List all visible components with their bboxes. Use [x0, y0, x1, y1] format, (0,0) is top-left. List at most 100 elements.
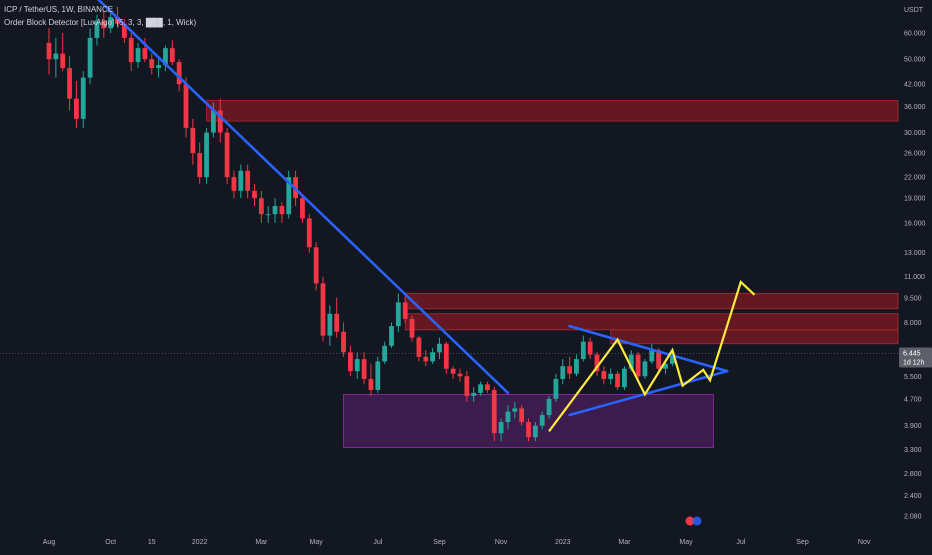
candle [60, 33, 66, 72]
candle [457, 368, 463, 382]
candle-body [327, 313, 333, 336]
x-tick-label: 2023 [555, 539, 571, 546]
candle [163, 45, 168, 72]
candle [389, 322, 394, 348]
candle [272, 198, 278, 223]
y-tick-label: 50.000 [904, 57, 926, 64]
candle-body [169, 48, 175, 63]
candle [265, 205, 271, 223]
y-tick-label: 19.000 [904, 196, 926, 203]
candle [300, 194, 305, 223]
y-tick-label: 30.000 [904, 130, 926, 137]
candle-body [197, 153, 203, 178]
candle-body [409, 318, 415, 338]
y-tick-label: 2.800 [904, 471, 922, 478]
candle-body [80, 77, 86, 119]
x-tick-label: 2022 [192, 539, 208, 546]
candle-body [204, 132, 209, 178]
candle-body [258, 198, 264, 215]
candle-body [498, 422, 504, 434]
candle-body [135, 48, 141, 63]
candle [409, 315, 415, 342]
y-tick-label: 42.000 [904, 82, 926, 89]
y-tick-label: 3.300 [904, 447, 922, 454]
candle [437, 337, 442, 360]
candle [306, 214, 312, 253]
candle [580, 335, 586, 362]
candle [334, 297, 340, 338]
candle [622, 366, 627, 390]
candle [354, 352, 360, 379]
candle-body [341, 331, 346, 353]
candle-body [615, 373, 620, 388]
candle [395, 293, 401, 332]
x-tick-label: Mar [618, 539, 631, 546]
candle [231, 170, 237, 199]
candle-body [587, 341, 593, 355]
x-tick-label: Jul [373, 539, 382, 546]
order-block-bearish [610, 329, 899, 345]
event-marker-icon [685, 516, 695, 526]
candle [176, 59, 182, 92]
candle-body [60, 53, 66, 69]
candle [142, 37, 148, 63]
y-tick-label: 11.000 [904, 274, 925, 281]
candle [217, 98, 223, 143]
candle [279, 202, 285, 223]
y-tick-label: 5.500 [904, 374, 922, 381]
candle [478, 381, 483, 396]
candle-body [464, 376, 470, 396]
y-tick-label: 26.000 [904, 151, 926, 158]
candle-body [176, 62, 182, 85]
candle-body [128, 37, 134, 63]
candle [471, 387, 477, 402]
candle [601, 366, 607, 385]
candle-body [622, 368, 627, 388]
candle-body [512, 408, 518, 412]
candle [252, 183, 257, 206]
candle-body [265, 214, 271, 216]
candle-body [608, 373, 614, 379]
candle-body [532, 425, 538, 438]
candle-body [306, 218, 312, 248]
candle-body [361, 359, 367, 379]
candle-body [437, 343, 442, 353]
candle [135, 42, 141, 69]
candle [498, 418, 504, 442]
candle [594, 352, 600, 377]
order-block-bearish [206, 100, 899, 122]
candle-body [238, 170, 244, 191]
candle [286, 170, 292, 219]
candle-body [635, 354, 641, 377]
candle-body [334, 313, 340, 332]
candle [74, 80, 79, 128]
candle [491, 387, 497, 442]
candle-body [279, 205, 285, 215]
candle [348, 345, 353, 377]
trendline-triangle-upper [568, 324, 729, 373]
candle [224, 127, 230, 184]
y-tick-label: 2.400 [904, 493, 922, 500]
bar-countdown: 1d 12h [903, 360, 925, 367]
candle [53, 37, 59, 78]
candle [464, 371, 470, 402]
x-tick-label: Jul [736, 539, 745, 546]
candle [539, 411, 545, 430]
candle-body [402, 302, 408, 319]
candle [615, 371, 620, 390]
candle-body [395, 302, 401, 327]
candle [67, 56, 72, 111]
candle-body [491, 389, 497, 434]
candle-body [601, 371, 607, 379]
projection-path [548, 280, 756, 432]
candle-body [94, 21, 100, 38]
candle-body [457, 373, 463, 377]
candle-body [628, 354, 634, 369]
y-tick-label: 4.700 [904, 396, 922, 403]
candle [416, 335, 422, 362]
y-tick-label: 8.000 [904, 320, 922, 327]
candle-body [245, 170, 251, 191]
